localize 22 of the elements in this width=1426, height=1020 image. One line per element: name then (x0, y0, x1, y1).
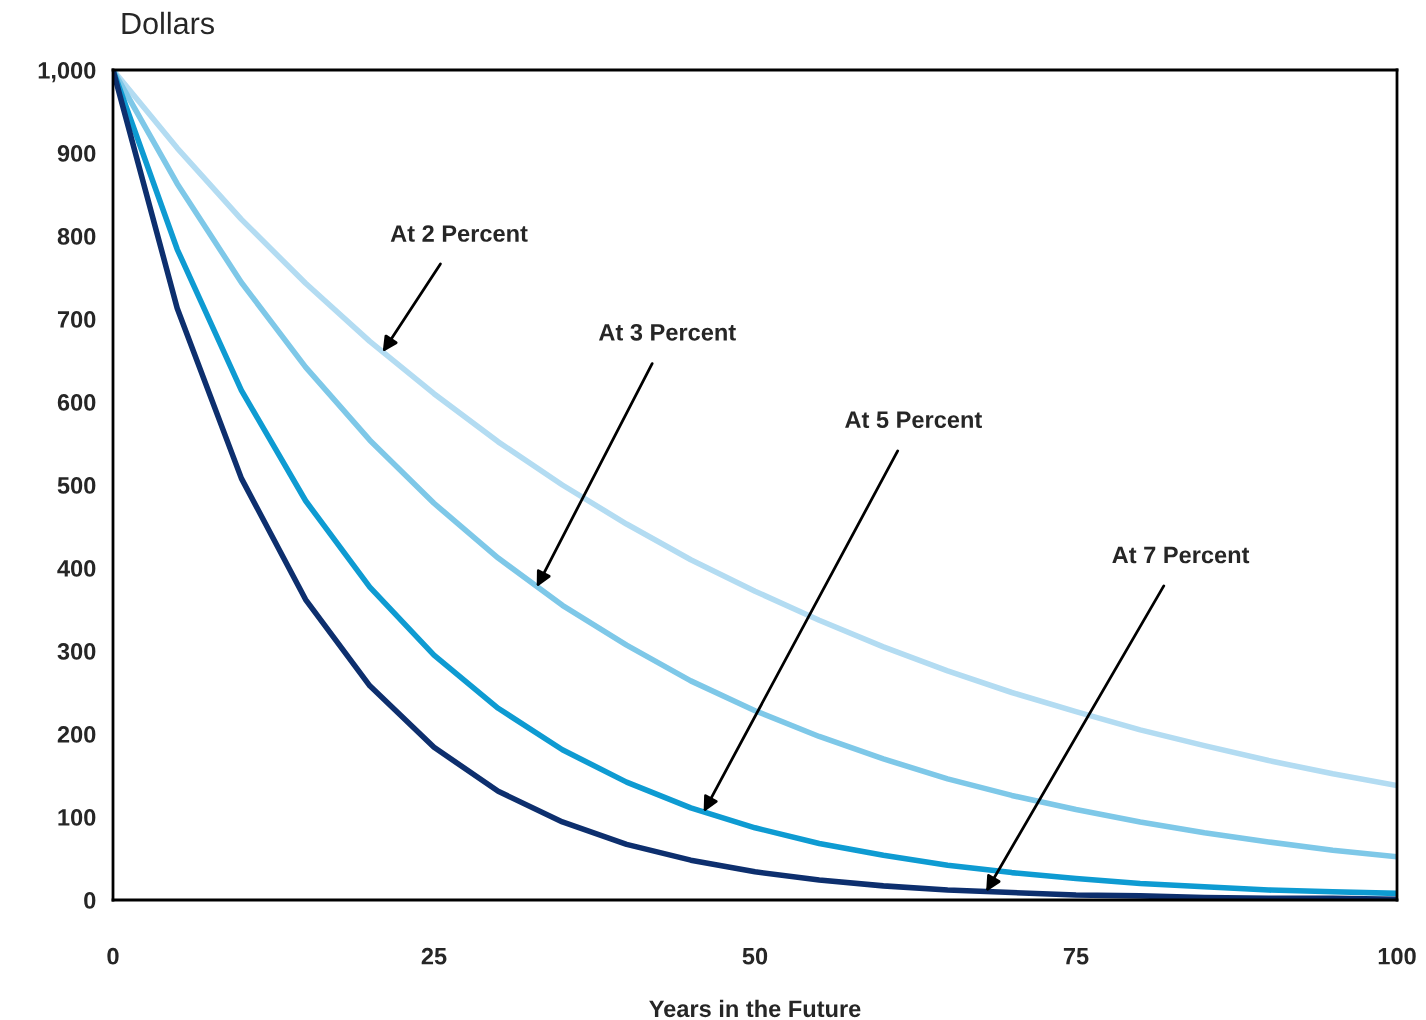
x-axis-title: Years in the Future (649, 999, 861, 1018)
annotation: At 5 Percent (845, 411, 982, 429)
y-tick-label: 0 (84, 892, 96, 909)
y-tick-label: 900 (57, 145, 96, 162)
annotation: At 3 Percent (598, 323, 736, 341)
y-tick-label: 200 (57, 726, 96, 743)
y-tick-label: 100 (58, 809, 96, 826)
annotation: At 2 Percent (390, 225, 528, 242)
y-tick-label: 800 (57, 228, 96, 245)
annotation: At 7 Percent (1112, 546, 1250, 564)
y-tick-label: 700 (57, 311, 96, 328)
y-tick-label: 1,000 (38, 62, 96, 83)
chart-title: Dollars (122, 11, 214, 35)
y-tick-label: 400 (57, 560, 96, 577)
x-tick-label: 0 (107, 947, 119, 965)
y-tick-label: 600 (57, 394, 96, 411)
x-tick-label: 50 (742, 947, 768, 965)
x-tick-label: 75 (1063, 948, 1089, 965)
y-tick-label: 500 (57, 477, 96, 494)
x-tick-label: 25 (421, 947, 447, 965)
y-tick-label: 300 (57, 643, 96, 660)
x-tick-label: 100 (1378, 947, 1416, 965)
